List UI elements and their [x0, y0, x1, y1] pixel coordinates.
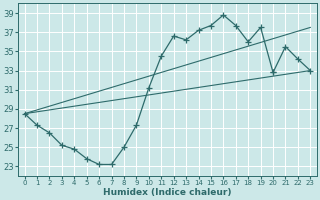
- X-axis label: Humidex (Indice chaleur): Humidex (Indice chaleur): [103, 188, 232, 197]
